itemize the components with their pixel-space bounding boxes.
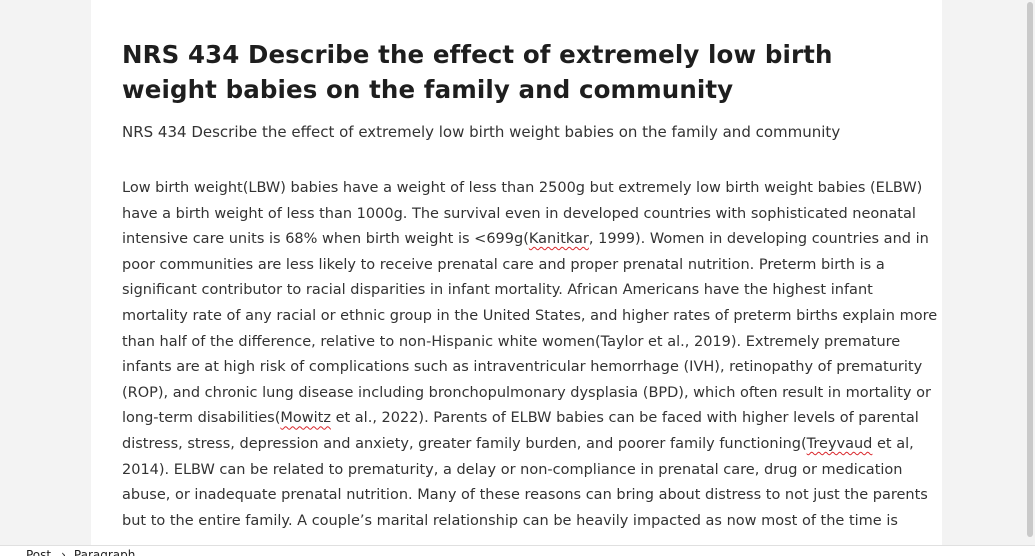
body-text-segment: intensive care units is 68% when birth w… bbox=[122, 231, 529, 248]
body-text-segment: long-term disabilities( bbox=[122, 410, 281, 427]
body-line: (ROP), and chronic lung disease includin… bbox=[122, 384, 931, 401]
body-line: long-term disabilities(Mowitz et al., 20… bbox=[122, 406, 919, 432]
body-line: mortality rate of any racial or ethnic g… bbox=[122, 307, 938, 324]
body-line: significant contributor to racial dispar… bbox=[122, 282, 873, 299]
body-line: than half of the difference, relative to… bbox=[122, 333, 901, 350]
spellcheck-flagged-word: Treyvaud bbox=[806, 435, 873, 452]
scrollbar-thumb[interactable] bbox=[1027, 2, 1033, 537]
editor-canvas[interactable]: g NRS 434 Describe the effect of extreme… bbox=[91, 0, 942, 555]
spellcheck-flagged-word: Mowitz bbox=[280, 410, 331, 427]
breadcrumb-item-paragraph[interactable]: Paragraph bbox=[73, 548, 136, 556]
body-line: distress, stress, depression and anxiety… bbox=[122, 432, 914, 458]
body-line: intensive care units is 68% when birth w… bbox=[122, 227, 929, 253]
body-text-segment: distress, stress, depression and anxiety… bbox=[122, 435, 807, 452]
post-title[interactable]: NRS 434 Describe the effect of extremely… bbox=[122, 40, 833, 104]
body-text-segment: et al., 2022). Parents of ELBW babies ca… bbox=[330, 410, 919, 427]
breadcrumb-item-post[interactable]: Post bbox=[26, 548, 52, 556]
body-line: Low birth weight(LBW) babies have a weig… bbox=[122, 180, 923, 196]
body-text-segment: et al, bbox=[872, 435, 914, 452]
body-line: poor communities are less likely to rece… bbox=[122, 256, 885, 273]
body-line: have a birth weight of less than 1000g. … bbox=[122, 205, 916, 222]
block-breadcrumb: Post › Paragraph bbox=[0, 545, 1035, 556]
post-subtitle-paragraph[interactable]: NRS 434 Describe the effect of extremely… bbox=[122, 123, 841, 141]
post-body-paragraph[interactable]: Low birth weight(LBW) babies have a weig… bbox=[122, 176, 938, 534]
vertical-scrollbar[interactable] bbox=[1025, 0, 1035, 545]
body-text-segment: , 1999). Women in developing countries a… bbox=[588, 231, 929, 248]
spellcheck-flagged-word: Kanitkar bbox=[528, 231, 589, 248]
body-line: but to the entire family. A couple’s mar… bbox=[122, 512, 898, 529]
body-line: 2014). ELBW can be related to prematurit… bbox=[122, 461, 903, 478]
breadcrumb-separator-icon: › bbox=[61, 548, 66, 556]
body-line: abuse, or inadequate prenatal nutrition.… bbox=[122, 487, 928, 504]
body-line: infants are at high risk of complication… bbox=[122, 359, 923, 376]
previous-heading-fragment: g bbox=[441, 0, 471, 4]
